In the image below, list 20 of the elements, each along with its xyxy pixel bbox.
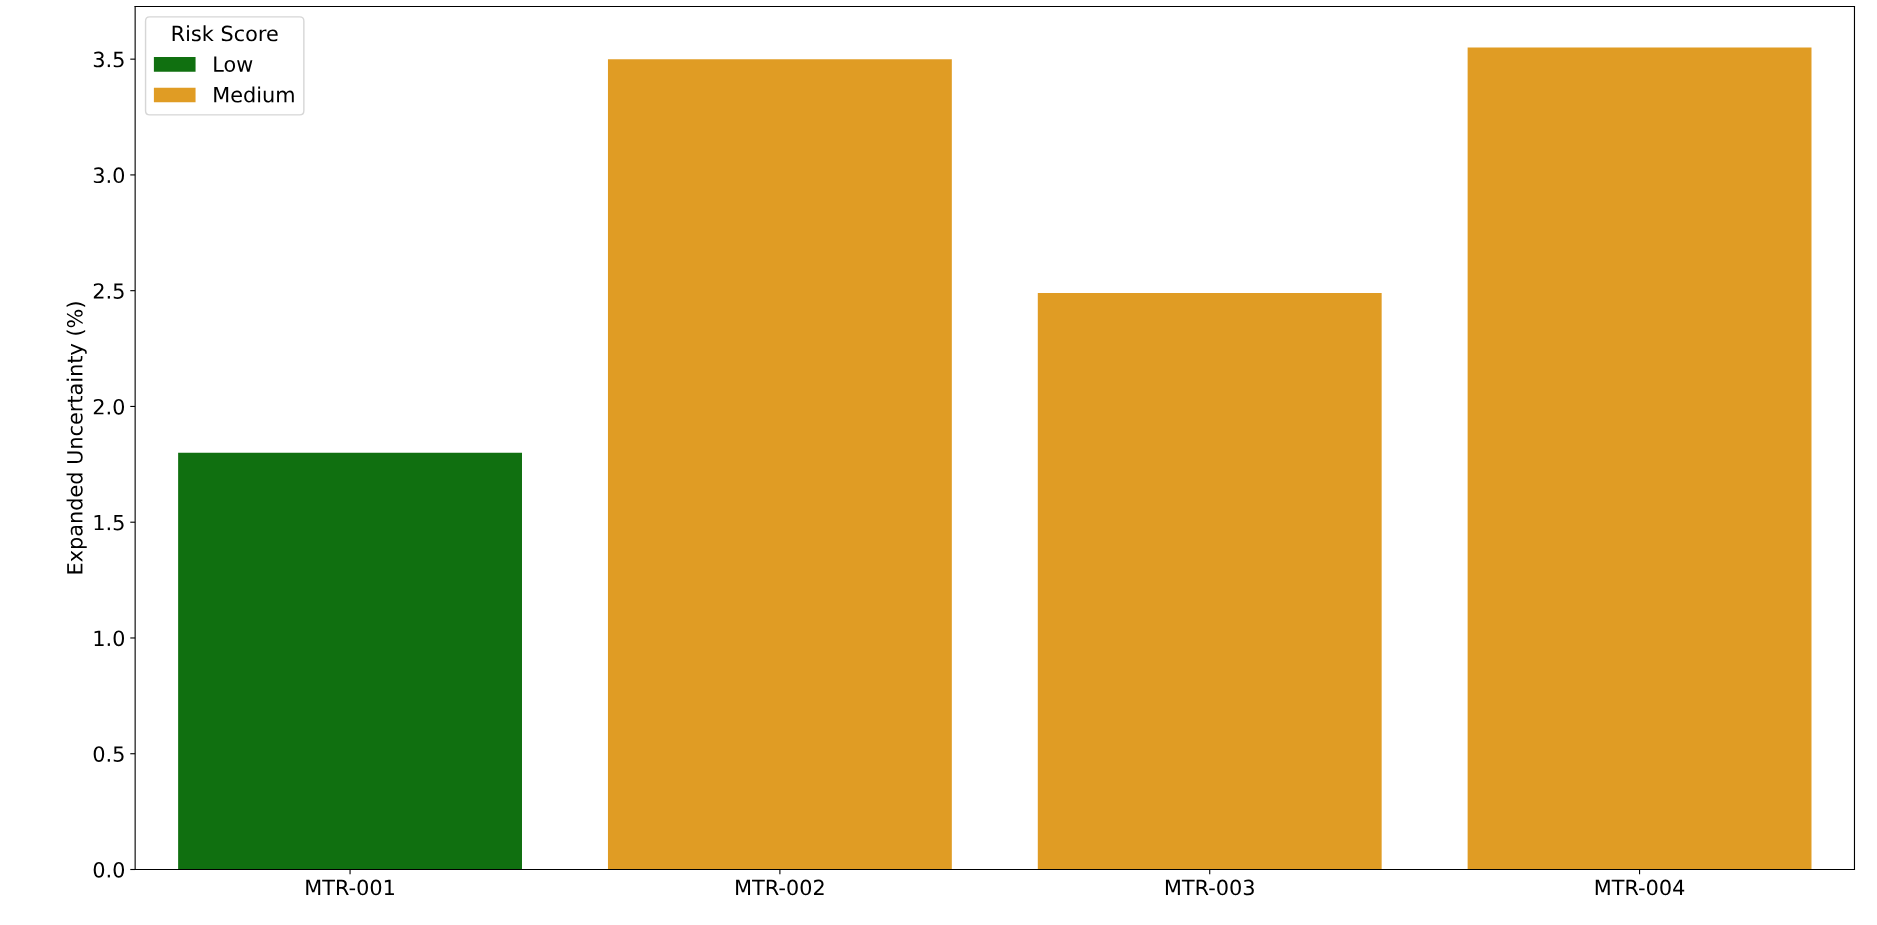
legend-label: Low	[214, 56, 253, 72]
x-tick-label: MTR-003	[1165, 879, 1254, 896]
bar	[1467, 47, 1812, 870]
legend-label: Medium	[214, 86, 294, 103]
y-tick-label: 1.5	[94, 514, 124, 531]
y-axis-title: Expanded Uncertainty (%)	[66, 302, 87, 574]
y-tick-label: 0.5	[93, 746, 124, 762]
legend-title: Risk Score	[172, 25, 278, 42]
y-tick-label: 3.5	[93, 51, 124, 68]
y-tick-label: 2.5	[93, 283, 124, 299]
x-tick-label: MTR-004	[1595, 879, 1685, 896]
bar	[178, 452, 522, 870]
y-tick-label: 0.0	[93, 861, 125, 878]
bar	[1037, 292, 1382, 870]
x-tick-label: MTR-001	[306, 879, 394, 896]
y-tick-label: 3.0	[93, 167, 125, 184]
x-tick-label: MTR-002	[736, 879, 824, 896]
bar	[607, 59, 952, 870]
y-tick-label: 2.0	[93, 398, 125, 415]
y-tick-label: 1.0	[94, 630, 125, 647]
